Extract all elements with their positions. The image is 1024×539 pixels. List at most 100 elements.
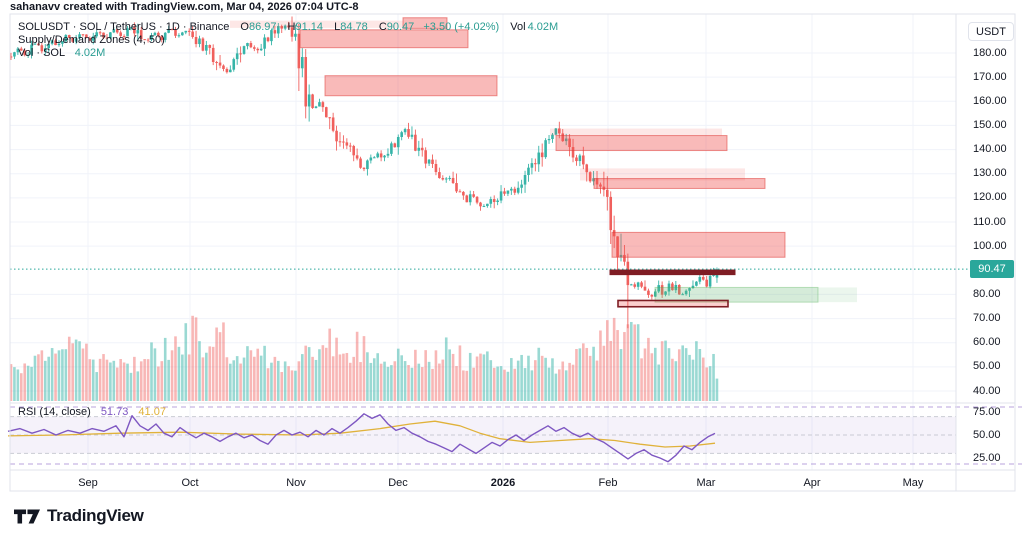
candle-body <box>510 188 513 191</box>
candle-body <box>640 282 643 287</box>
candle-body <box>400 132 403 137</box>
candle-body <box>629 284 633 286</box>
candle-body <box>71 37 74 42</box>
candle-body <box>540 152 544 158</box>
candle-body <box>431 159 434 164</box>
volume-bar <box>119 359 122 401</box>
candle-body <box>561 133 565 142</box>
legend-symbol-row[interactable]: SOLUSDT · SOL / TetherUS · 1D · Binance … <box>18 21 558 34</box>
tradingview-logo[interactable]: TradingView <box>14 506 144 526</box>
rsi-ma-value: 41.07 <box>138 406 166 418</box>
candle-body <box>115 29 119 33</box>
candle-body <box>438 172 441 179</box>
volume-bar <box>516 360 520 401</box>
candle-body <box>366 160 369 170</box>
candle-body <box>472 194 475 197</box>
volume-bar <box>547 367 551 401</box>
volume-bar <box>653 347 657 401</box>
volume-bar <box>321 345 325 401</box>
volume-bar <box>122 362 126 401</box>
attribution-text: sahanavv created with TradingView.com, M… <box>10 1 359 13</box>
candle-body <box>133 27 136 34</box>
symbol-title[interactable]: SOLUSDT · SOL / TetherUS · 1D · Binance <box>18 21 230 33</box>
candle-body <box>201 38 205 51</box>
candle-body <box>95 32 98 37</box>
volume-bar <box>544 357 547 401</box>
candle-body <box>403 129 407 133</box>
candle-body <box>235 53 239 60</box>
volume-bar <box>592 346 595 401</box>
candle-body <box>451 177 455 184</box>
candle-body <box>386 153 390 156</box>
candle-body <box>174 29 177 36</box>
candle-body <box>674 284 678 291</box>
breaker-bar <box>617 299 729 308</box>
volume-bar <box>314 359 318 401</box>
volume-bar <box>266 368 270 401</box>
candle-body <box>33 43 37 45</box>
candle-body <box>98 32 102 34</box>
candle-body <box>647 290 650 295</box>
volume-bar <box>695 341 698 401</box>
tradingview-logo-text: TradingView <box>47 506 144 525</box>
candle-body <box>444 178 448 180</box>
volume-bar <box>331 356 335 401</box>
volume-bar <box>698 349 702 401</box>
rsi-legend-row[interactable]: RSI (14, close) 51.73 41.07 <box>18 406 166 418</box>
volume-bar <box>383 361 386 401</box>
legend-indicator-row[interactable]: Supply/Demand Zones (4, 50) <box>18 34 558 47</box>
volume-bar <box>102 354 105 401</box>
candle-body <box>571 147 575 158</box>
volume-bar <box>455 366 458 401</box>
candle-body <box>660 285 664 295</box>
candle-body <box>369 157 373 161</box>
candle-body <box>547 139 551 141</box>
candle-body <box>67 35 71 38</box>
candle-body <box>417 147 421 151</box>
volume-bar <box>677 349 681 401</box>
volume-bar <box>177 346 181 401</box>
volume-bar <box>650 353 654 401</box>
candle-body <box>681 294 684 296</box>
volume-bar <box>585 347 589 401</box>
candle-body <box>253 47 256 49</box>
volume-bar <box>605 320 609 401</box>
volume-bar <box>540 355 544 401</box>
volume-bar <box>129 372 133 401</box>
candle-body <box>139 30 143 40</box>
candle-body <box>307 94 311 107</box>
candle-body <box>465 195 469 203</box>
candle-body <box>170 29 174 31</box>
candle-body <box>43 48 47 52</box>
candle-body <box>324 107 328 118</box>
volume-bar <box>623 332 626 401</box>
demand-zone <box>818 287 857 303</box>
high-label: H <box>287 21 296 33</box>
volume-bar <box>246 346 249 401</box>
volume-bar <box>297 361 301 401</box>
volume-bar <box>396 348 400 401</box>
candle-body <box>657 285 661 292</box>
candle-body <box>393 143 397 148</box>
candle-body <box>544 140 547 158</box>
candle-body <box>54 40 57 46</box>
volume-bar <box>619 349 623 401</box>
volume-bar <box>201 357 205 401</box>
volume-bar <box>78 341 81 401</box>
currency-unit-button[interactable]: USDT <box>968 22 1014 41</box>
volume-bar <box>362 336 366 401</box>
legend-volume-row[interactable]: Vol · SOL 4.02M <box>18 47 558 60</box>
volume-bar <box>229 363 232 401</box>
candle-body <box>355 155 359 159</box>
candle-body <box>633 284 637 287</box>
candle-body <box>605 189 609 197</box>
volume-bar <box>253 356 256 401</box>
volume-bar <box>242 357 246 401</box>
candle-body <box>691 285 695 289</box>
volume-bar <box>187 354 191 401</box>
volume-bar <box>448 349 451 401</box>
volume-bar <box>468 352 472 401</box>
candle-body <box>314 106 318 108</box>
